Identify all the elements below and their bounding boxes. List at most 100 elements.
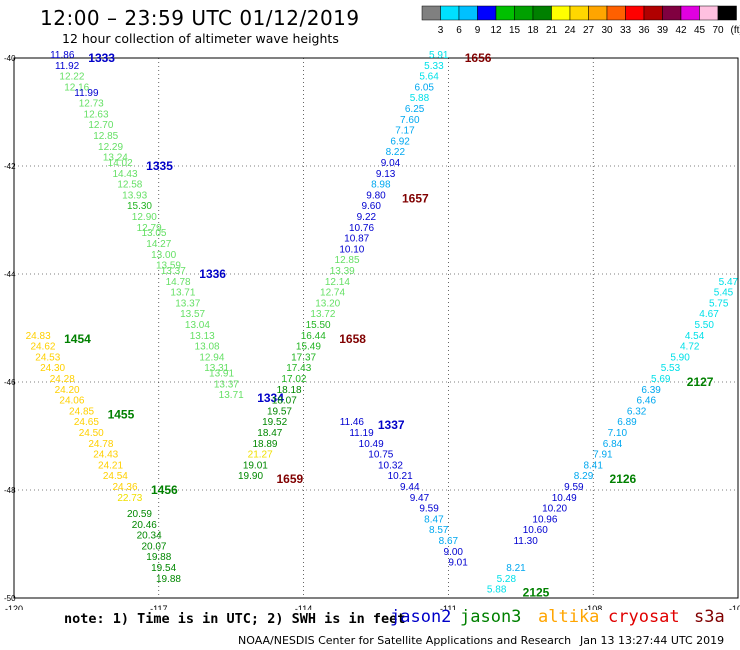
footer-credit: NOAA/NESDIS Center for Satellite Applica… <box>238 634 572 647</box>
scale-label: 21 <box>546 25 558 36</box>
swh-label: 13.31 <box>204 363 229 374</box>
swh-label: 10.96 <box>532 514 557 525</box>
swh-label: 8.67 <box>439 536 459 547</box>
swh-label: 13.05 <box>141 228 166 239</box>
y-tick-label: -40 <box>4 54 16 63</box>
swh-label: 5.50 <box>694 320 714 331</box>
swh-label: 9.00 <box>443 547 463 558</box>
scale-label: 27 <box>583 25 595 36</box>
swh-label: 13.59 <box>156 261 181 272</box>
scale-label: 6 <box>456 25 462 36</box>
time-label: 1333 <box>88 51 115 65</box>
swh-label: 10.49 <box>359 439 384 450</box>
track-jason3: 24.8324.6224.5324.3024.2824.2024.0624.85… <box>26 331 182 585</box>
swh-label: 7.91 <box>593 450 613 461</box>
x-tick-label: -117 <box>150 604 167 610</box>
swh-label: 17.37 <box>291 352 316 363</box>
swh-label: 12.85 <box>335 255 360 266</box>
swh-label: 9.60 <box>361 201 381 212</box>
swh-label: 13.37 <box>175 298 200 309</box>
time-label: 2125 <box>523 586 550 600</box>
swh-label: 7.60 <box>400 115 420 126</box>
swh-label: 8.57 <box>429 525 449 536</box>
swh-label: 13.04 <box>185 320 210 331</box>
scale-label: 70 <box>712 25 724 36</box>
swh-label: 24.43 <box>93 450 118 461</box>
time-label: 2126 <box>610 472 637 486</box>
swh-label: 10.76 <box>349 223 374 234</box>
swh-label: 5.64 <box>419 72 439 83</box>
swh-label: 19.01 <box>243 460 268 471</box>
swh-label: 20.34 <box>137 531 162 542</box>
time-label: 1335 <box>146 159 173 173</box>
swh-label: 20.59 <box>127 509 152 520</box>
time-label: 1658 <box>339 332 366 346</box>
swh-label: 9.01 <box>448 558 468 569</box>
swh-label: 10.87 <box>344 234 369 245</box>
swh-label: 18.07 <box>272 396 297 407</box>
satellite-legend-cryosat: cryosat <box>608 607 680 627</box>
swh-label: 11.86 <box>50 50 75 61</box>
swh-label: 13.57 <box>180 309 205 320</box>
plot-frame <box>13 57 739 599</box>
swh-label: 13.71 <box>219 390 244 401</box>
swh-label: 4.72 <box>680 342 700 353</box>
swh-label: 11.19 <box>349 428 374 439</box>
track-jason3: 5.885.288.21 11.3010.6010.9610.2010.499.5… <box>487 277 739 600</box>
track-jason2: 11.8611.9212.2212.1611.9912.7312.6312.70… <box>50 50 284 405</box>
scale-label: 18 <box>527 25 539 36</box>
swh-label: 9.22 <box>357 212 377 223</box>
y-tick-label: -44 <box>4 270 16 279</box>
swh-label: 11.99 <box>74 88 99 99</box>
swh-label: 6.84 <box>603 439 623 450</box>
swh-label: 14.43 <box>112 169 137 180</box>
swh-label: 24.53 <box>35 352 60 363</box>
swh-label: 5.28 <box>497 574 517 585</box>
swh-label: 11.92 <box>55 61 80 72</box>
y-tick-label: -50 <box>4 594 16 603</box>
swh-label: 12.58 <box>117 180 142 191</box>
swh-label: 13.00 <box>151 250 176 261</box>
swh-label: 24.20 <box>55 385 80 396</box>
swh-label: 5.53 <box>661 363 681 374</box>
swh-label: 10.21 <box>388 471 413 482</box>
swh-label: 6.92 <box>390 136 410 147</box>
swh-label: 17.43 <box>286 363 311 374</box>
swh-label: 15.30 <box>127 201 152 212</box>
swh-label: 6.39 <box>641 385 661 396</box>
swh-label: 10.10 <box>339 244 364 255</box>
swh-label: 8.21 <box>506 563 526 574</box>
swh-label: 9.59 <box>564 482 584 493</box>
swh-label: 5.91 <box>429 50 449 61</box>
swh-label: 12.85 <box>93 131 118 142</box>
swh-label: 8.41 <box>583 460 603 471</box>
swh-label: 16.44 <box>301 331 326 342</box>
scale-label: 24 <box>564 25 576 36</box>
swh-label: 5.47 <box>719 277 739 288</box>
altimeter-chart: -120 -117 -114 -111 -108 -105 -40 -42 -44 -46 -48 -… <box>4 50 740 610</box>
swh-label: 14.02 <box>108 158 133 169</box>
x-tick-label: -114 <box>295 604 312 610</box>
swh-label: 21.27 <box>248 450 273 461</box>
swh-label: 24.85 <box>69 406 94 417</box>
swh-label: 9.59 <box>419 504 439 515</box>
swh-label: 9.44 <box>400 482 420 493</box>
swh-label: 7.17 <box>395 126 415 137</box>
time-label: 1455 <box>108 407 135 421</box>
satellite-legend-jason2: jason2 <box>390 607 452 627</box>
swh-label: 24.06 <box>59 396 84 407</box>
swh-label: 11.46 <box>340 417 365 428</box>
swh-label: 4.67 <box>699 309 719 320</box>
swh-label: 19.54 <box>151 563 176 574</box>
track-jason2: 11.4611.1910.4910.7510.3210.219.449.479.… <box>340 417 469 568</box>
swh-label: 12.70 <box>88 120 113 131</box>
y-tick-label: -46 <box>4 378 16 387</box>
swh-label: 20.07 <box>141 541 166 552</box>
swh-label: 6.25 <box>405 104 425 115</box>
page-subtitle: 12 hour collection of altimeter wave hei… <box>62 31 339 46</box>
satellite-legend-altika: altika <box>538 607 600 627</box>
satellite-legend-s3a: s3a <box>694 607 725 627</box>
scale-label: 45 <box>694 25 706 36</box>
swh-label: 11.30 <box>513 536 538 547</box>
swh-label: 13.37 <box>161 266 186 277</box>
